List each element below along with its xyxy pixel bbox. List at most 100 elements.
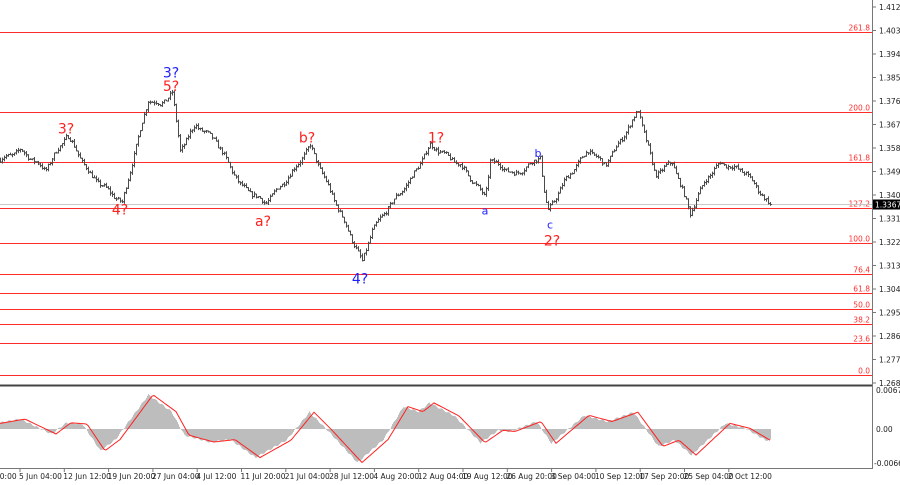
fibonacci-levels: 261.8200.0161.8127.2100.076.461.850.038.… [0,24,872,376]
time-tick-label: 5 Jun 04:00 [19,472,62,481]
price-bar [769,202,772,206]
price-bar [453,157,456,163]
fib-level-label: 76.4 [853,266,870,275]
price-bar [11,153,14,158]
price-bar [413,170,416,178]
price-bar [187,134,190,141]
price-bar [675,165,678,175]
price-bar [75,144,78,152]
price-bar [273,189,276,195]
price-bar [5,154,8,160]
price-tick-label: 1.3670 [879,121,900,130]
price-bar [659,168,662,174]
fib-level-label: 50.0 [853,301,870,310]
price-bar [727,164,730,171]
price-bar [359,249,362,259]
time-tick-label: 4 Jul 12:00 [196,472,236,481]
price-bar [437,146,440,156]
price-bar [285,180,288,186]
price-bar [741,168,744,174]
price-bar [211,132,214,140]
price-bar [251,191,254,200]
price-bar [113,192,116,200]
price-bar [461,162,464,171]
price-bar [589,148,592,156]
price-bar [365,248,368,256]
time-tick-label: 12 Jun 12:00 [63,472,111,481]
price-bar [369,235,372,244]
price-bar [111,190,114,197]
price-bar [407,180,410,188]
price-bar [577,159,580,168]
wave-label: 1? [428,131,444,147]
current-price-text: 1.3367 [875,201,900,210]
time-tick-label: 27 Jun 04:00 [152,472,200,481]
fib-level-label: 61.8 [853,285,870,294]
price-bar [193,125,196,133]
price-bar [195,123,198,130]
time-tick-label: 11 Jul 20:00 [241,472,286,481]
price-bar [139,130,142,138]
price-bar [709,173,712,179]
price-bar [297,163,300,168]
price-bar [507,167,510,173]
price-bar [523,168,526,176]
oscillator-tick-label: 0.00 [876,425,893,434]
price-bar [3,155,6,162]
price-bar [177,119,180,138]
price-bar [627,124,630,135]
price-bar [189,128,192,139]
time-tick-label: 17 Sep 20:00 [639,472,689,481]
price-bar [609,155,612,163]
price-bar [715,163,718,170]
oscillator-tick-label: 0.00678 [876,386,900,395]
fib-level-label: 200.0 [849,104,871,113]
price-bar [389,201,392,209]
fib-level-label: 100.0 [849,235,871,244]
wave-label: b? [299,131,315,147]
price-bar [755,182,758,189]
price-tick-label: 1.3400 [879,191,900,200]
price-tick-label: 1.3310 [879,215,900,224]
price-bar [757,185,760,195]
fib-level-label: 161.8 [849,154,871,163]
price-bar [141,122,144,132]
time-tick-label: 26 Aug 20:00 [506,472,557,481]
time-tick-label: 4 Aug 20:00 [373,472,419,481]
price-axis[interactable]: 1.4120 1.4030 1.3940 1.3850 1.3760 1.3670 1.35… [872,3,900,468]
wave-label: 3? [58,121,74,137]
price-tick-label: 1.3040 [879,285,900,294]
price-tick-label: 1.3580 [879,144,900,153]
wave-label: 2? [544,234,560,250]
price-bar [15,148,18,155]
price-bar [287,175,290,185]
price-bar [533,159,536,167]
price-bar [217,139,220,149]
price-bar [465,166,468,173]
price-bar [303,151,306,161]
price-tick-label: 1.2950 [879,309,900,318]
price-bar [621,137,624,143]
price-bar [585,150,588,157]
price-bar [501,164,504,172]
price-bar [85,164,88,171]
price-bar [733,164,736,171]
price-bar [299,160,302,167]
price-bar [267,197,270,206]
price-bar [53,152,56,162]
price-bar [95,175,98,183]
price-bar [687,198,690,210]
price-bar [91,170,94,179]
price-bar [711,171,714,178]
price-bar [261,197,264,204]
price-bar [109,186,112,196]
signal-line [0,395,771,464]
wave-label: 3? [163,65,179,81]
oscillator-pane [0,394,771,464]
price-bar [77,150,80,158]
current-price-label: 1.3367 [873,199,900,210]
price-bar [653,162,656,171]
price-bar [403,187,406,193]
